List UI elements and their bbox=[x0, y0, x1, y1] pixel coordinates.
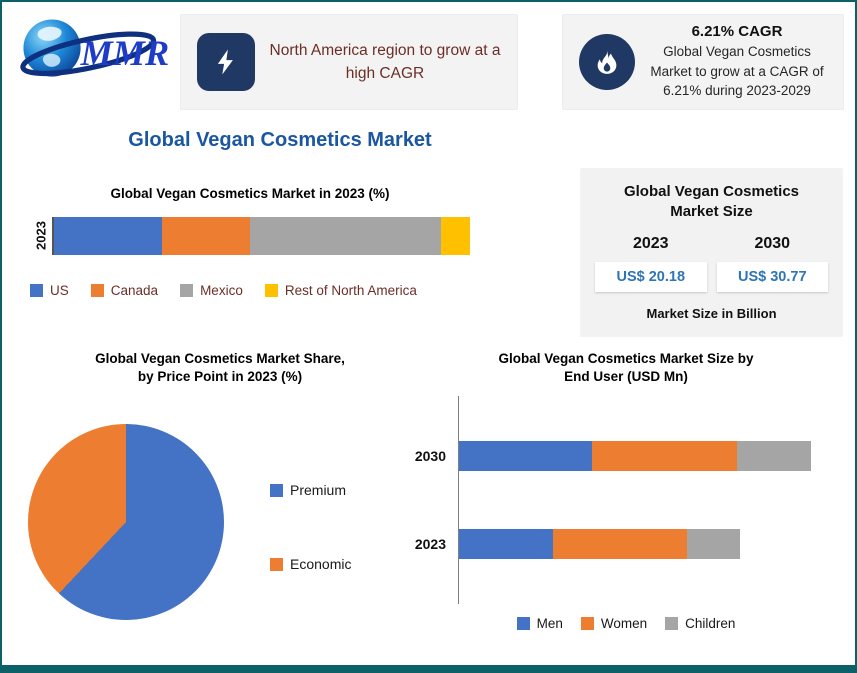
legend-item-rest-of-north-america: Rest of North America bbox=[264, 283, 417, 299]
bar-segment-women bbox=[592, 441, 737, 472]
end-user-chart-title: Global Vegan Cosmetics Market Size by En… bbox=[410, 350, 842, 386]
year-label: 2023 bbox=[632, 234, 669, 252]
pie-chart bbox=[28, 424, 224, 621]
legend-label: Rest of North America bbox=[284, 283, 417, 299]
bar-row-2030: 2030 bbox=[410, 412, 842, 500]
callout-north-america-text: North America region to grow at a high C… bbox=[269, 41, 501, 82]
legend-label: Children bbox=[685, 616, 736, 632]
mmr-logo-graphic: MMR bbox=[20, 19, 170, 77]
market-size-value-2030: US$ 30.77 bbox=[716, 261, 828, 292]
legend-swatch bbox=[264, 284, 278, 298]
region-chart-title: Global Vegan Cosmetics Market in 2023 (%… bbox=[110, 186, 390, 201]
legend-item-mexico: Mexico bbox=[180, 283, 243, 298]
legend-label: Women bbox=[600, 616, 648, 632]
end-user-stacked-bars: 2030 2023 bbox=[410, 396, 842, 605]
page-title: Global Vegan Cosmetics Market bbox=[128, 129, 432, 151]
legend-item-women: Women bbox=[580, 616, 648, 632]
legend-swatch bbox=[30, 284, 43, 298]
bar-row-2023: 2023 bbox=[30, 217, 470, 256]
legend-item-premium: Premium bbox=[270, 482, 351, 498]
bar-track bbox=[458, 441, 811, 472]
mmr-logo: MMR bbox=[12, 8, 174, 95]
legend-item-canada: Canada bbox=[90, 283, 159, 299]
bar-segment-rest-of-north-america bbox=[440, 217, 470, 256]
legend-label: Premium bbox=[290, 482, 347, 499]
callout-cagr: 6.21% CAGR Global Vegan Cosmetics Market… bbox=[562, 14, 844, 110]
legend-item-men: Men bbox=[516, 616, 563, 632]
pie-legend: Premium Economic bbox=[270, 482, 351, 620]
legend-swatch bbox=[580, 617, 594, 631]
legend-swatch bbox=[665, 617, 679, 631]
bar-segment-men bbox=[458, 441, 593, 472]
legend-swatch bbox=[90, 284, 104, 298]
legend-swatch bbox=[270, 557, 283, 571]
market-size-columns: 2023 US$ 20.18 2030 US$ 30.77 bbox=[590, 235, 833, 292]
cagr-heading: 6.21% CAGR bbox=[691, 23, 783, 41]
market-size-box: Global Vegan Cosmetics Market Size 2023 … bbox=[580, 168, 843, 337]
legend-swatch bbox=[516, 617, 530, 631]
bar-segment-women bbox=[553, 529, 688, 560]
bar-category-label: 2030 bbox=[414, 448, 446, 465]
bar-category-label: 2023 bbox=[33, 221, 49, 251]
bar-segment-canada bbox=[162, 217, 250, 256]
region-share-chart: Global Vegan Cosmetics Market in 2023 (%… bbox=[30, 185, 470, 298]
end-user-chart: Global Vegan Cosmetics Market Size by En… bbox=[410, 350, 842, 631]
legend-label: Canada bbox=[110, 283, 159, 299]
region-chart-legend: US Canada Mexico Rest of North America bbox=[30, 283, 470, 298]
title-line-1: Global Vegan Cosmetics Market Size by bbox=[498, 351, 754, 366]
price-point-chart-title: Global Vegan Cosmetics Market Share, by … bbox=[20, 350, 420, 386]
title-line-1: Global Vegan Cosmetics Market Share, bbox=[95, 351, 345, 366]
legend-label: Men bbox=[536, 616, 563, 632]
bar-segment-mexico bbox=[249, 217, 441, 256]
bar-row-2023: 2023 bbox=[410, 500, 842, 588]
bar-segment-children bbox=[687, 529, 741, 560]
bar-track bbox=[458, 529, 811, 560]
legend-item-economic: Economic bbox=[270, 556, 351, 572]
price-point-chart: Global Vegan Cosmetics Market Share, by … bbox=[20, 350, 420, 621]
flame-icon bbox=[579, 34, 635, 90]
end-user-legend: Men Women Children bbox=[410, 616, 842, 631]
legend-swatch bbox=[270, 483, 283, 497]
year-label: 2030 bbox=[754, 234, 791, 252]
legend-label: Mexico bbox=[200, 283, 243, 299]
bar-track bbox=[52, 217, 470, 256]
legend-item-children: Children bbox=[665, 616, 735, 631]
cagr-text: Global Vegan Cosmetics Market to grow at… bbox=[650, 44, 824, 99]
bar-category-label: 2023 bbox=[414, 536, 446, 553]
callout-north-america: North America region to grow at a high C… bbox=[180, 14, 518, 110]
legend-swatch bbox=[180, 284, 194, 298]
bar-segment-us bbox=[54, 217, 163, 256]
bar-segment-children bbox=[736, 441, 811, 472]
legend-label: Economic bbox=[290, 556, 352, 573]
market-size-col-2030: 2030 US$ 30.77 bbox=[712, 235, 834, 292]
market-size-title: Global Vegan Cosmetics Market Size bbox=[623, 183, 800, 221]
legend-label: US bbox=[50, 283, 69, 299]
bar-segment-men bbox=[458, 529, 554, 560]
orbit-swoosh bbox=[20, 31, 157, 77]
legend-item-us: US bbox=[30, 283, 69, 298]
logo-text: MMR bbox=[80, 33, 170, 73]
lightning-icon bbox=[197, 33, 255, 91]
region-stacked-bar: 2023 bbox=[30, 217, 470, 256]
pie-row: Premium Economic bbox=[20, 424, 420, 621]
title-line-2: End User (USD Mn) bbox=[564, 369, 688, 385]
market-size-value-2023: US$ 20.18 bbox=[595, 261, 707, 292]
title-line-2: by Price Point in 2023 (%) bbox=[137, 369, 303, 385]
market-size-col-2023: 2023 US$ 20.18 bbox=[590, 235, 712, 292]
market-size-footnote: Market Size in Billion bbox=[646, 305, 777, 321]
callout-cagr-body: 6.21% CAGR Global Vegan Cosmetics Market… bbox=[647, 23, 827, 101]
